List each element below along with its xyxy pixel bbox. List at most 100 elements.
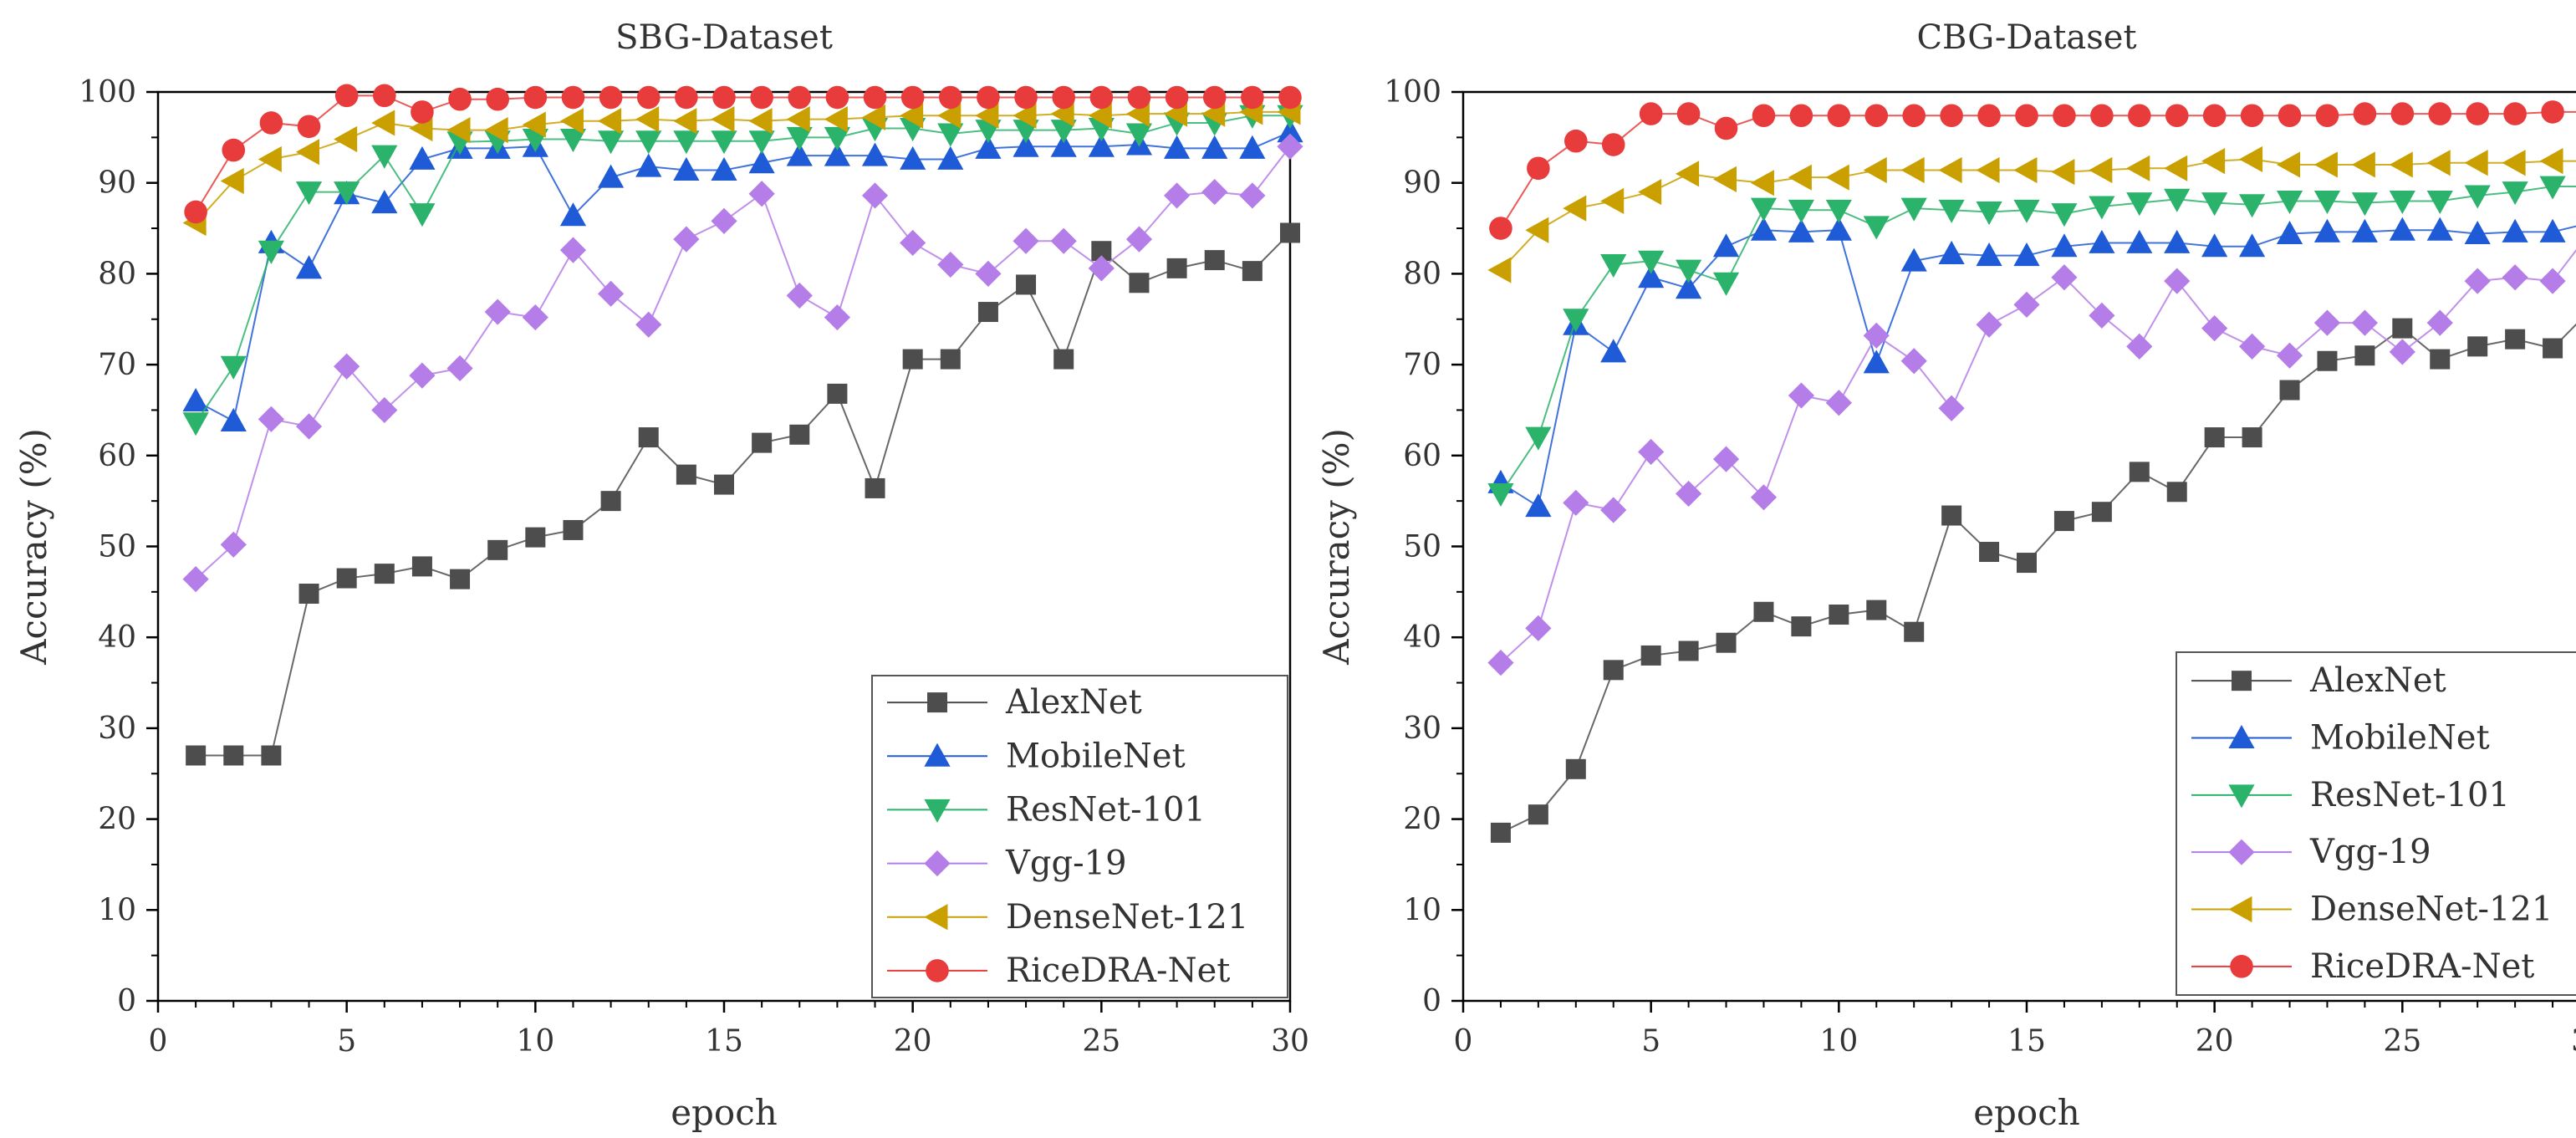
data-point (182, 387, 209, 412)
data-point (2164, 155, 2188, 181)
data-point (1753, 601, 1774, 622)
y-tick-label: 50 (1403, 530, 1441, 564)
series-line (195, 94, 1290, 213)
data-point (937, 102, 962, 129)
y-tick-label: 100 (79, 75, 136, 110)
data-point (182, 412, 209, 436)
data-point (1050, 227, 1077, 254)
data-point (1487, 482, 1514, 508)
data-point (1603, 660, 1624, 681)
data-point (450, 569, 471, 589)
data-point (861, 182, 889, 209)
data-point (1487, 650, 1514, 676)
data-point (1487, 257, 1512, 283)
data-point (1976, 156, 2000, 184)
data-point (1525, 426, 1552, 451)
y-tick-label: 60 (98, 439, 136, 473)
data-point (1565, 758, 1586, 779)
data-point (1201, 178, 1228, 206)
data-point (1127, 85, 1151, 110)
series-line (1500, 248, 2576, 664)
data-point (371, 396, 398, 424)
data-point (2353, 102, 2377, 125)
data-point (1827, 104, 1851, 128)
data-point (861, 142, 889, 166)
data-point (1639, 102, 1663, 125)
data-point (1278, 85, 1302, 110)
data-point (2276, 342, 2303, 369)
data-point (1280, 222, 1300, 243)
data-point (295, 181, 323, 206)
data-point (2091, 502, 2112, 523)
data-point (865, 477, 885, 498)
data-point (2276, 151, 2301, 178)
data-point (2317, 350, 2338, 371)
data-point (711, 106, 735, 133)
data-point (2464, 220, 2491, 245)
data-point (2240, 104, 2264, 128)
data-point (1900, 248, 1927, 272)
data-point (2051, 233, 2078, 258)
data-point (1904, 621, 1925, 642)
series-ricedra-net (1489, 100, 2576, 240)
data-point (1863, 216, 1890, 240)
legend-box (2176, 651, 2576, 996)
data-point (1750, 197, 1778, 222)
data-point (2128, 104, 2151, 128)
data-point (2502, 218, 2528, 242)
data-point (2541, 100, 2564, 124)
x-axis-label: epoch (671, 1092, 778, 1133)
data-point (1938, 156, 1962, 184)
x-tick-label: 15 (705, 1024, 743, 1059)
legend-marker (2228, 724, 2255, 748)
data-point (563, 519, 584, 540)
data-point (748, 150, 775, 174)
data-point (937, 123, 964, 147)
data-point (1239, 182, 1266, 209)
data-point (1638, 250, 1665, 274)
data-point (1941, 505, 1962, 526)
data-point (2204, 427, 2225, 448)
data-point (1712, 233, 1740, 258)
data-point (523, 85, 548, 110)
data-point (2164, 268, 2191, 294)
data-point (1050, 120, 1077, 144)
data-point (1940, 104, 1963, 128)
data-point (786, 142, 813, 166)
data-point (635, 106, 660, 133)
y-tick-label: 60 (1403, 439, 1441, 473)
data-point (638, 427, 659, 448)
data-point (1241, 85, 1264, 110)
data-point (711, 130, 737, 155)
data-point (712, 85, 736, 110)
data-point (2017, 553, 2037, 574)
data-point (824, 304, 850, 331)
data-point (1750, 484, 1778, 511)
y-axis-label: Accuracy (%) (1316, 428, 1357, 666)
series-line (195, 145, 1291, 580)
data-point (1525, 493, 1552, 518)
data-point (1166, 258, 1187, 278)
x-tick-label: 0 (1454, 1024, 1473, 1059)
data-point (786, 282, 813, 309)
data-point (748, 108, 773, 135)
data-point (2464, 150, 2488, 176)
data-point (2126, 155, 2150, 181)
data-point (2354, 345, 2375, 366)
data-point (2539, 148, 2563, 175)
data-point (1204, 250, 1225, 271)
data-point (258, 145, 282, 173)
data-point (1528, 804, 1548, 825)
data-point (1563, 195, 1587, 222)
data-point (2165, 104, 2189, 128)
data-point (1164, 182, 1191, 209)
legend-marker (924, 743, 951, 767)
data-point (900, 85, 925, 110)
data-point (1712, 272, 1740, 296)
data-point (2430, 349, 2451, 370)
data-point (599, 85, 623, 110)
data-point (1866, 600, 1887, 620)
data-point (1527, 156, 1550, 181)
data-point (371, 145, 398, 169)
data-point (750, 85, 773, 110)
